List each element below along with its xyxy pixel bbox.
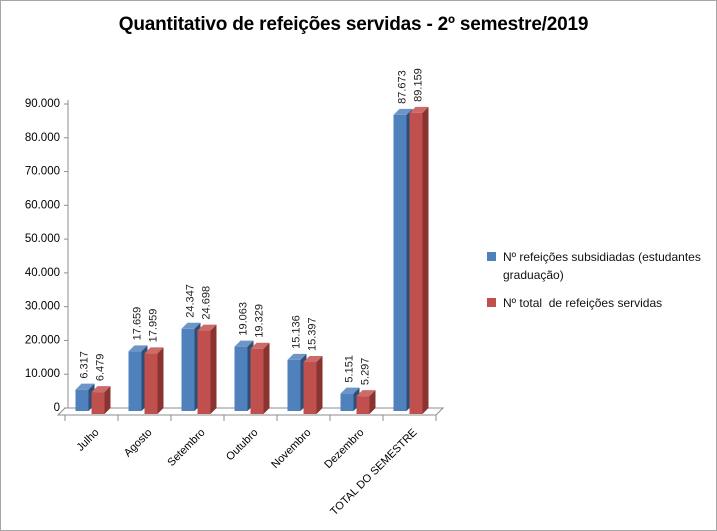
legend-label: Nº refeições subsidiadas (estudantes gra…	[503, 250, 705, 282]
y-tick-label: 50.000	[25, 233, 60, 245]
bar-front-s1-2	[197, 330, 211, 414]
bar-side-s1-0	[104, 386, 111, 414]
bar-front-s1-0	[91, 392, 105, 414]
bar-data-label: 19.329	[254, 304, 266, 338]
bar-top-s1-1	[144, 347, 164, 354]
legend-swatch-red	[487, 298, 496, 307]
bar-side-s1-1	[157, 347, 164, 414]
bar-data-label: 15.136	[291, 315, 303, 349]
bar-top-s0-3	[234, 340, 254, 347]
y-tick-label: 10.000	[25, 368, 60, 380]
bar-top-s1-5	[356, 390, 376, 397]
x-category-label: TOTAL DO SEMESTRE	[328, 427, 419, 518]
bar-front-s1-3	[250, 348, 264, 414]
bar-front-s1-5	[356, 396, 370, 414]
y-tick-label: 20.000	[25, 334, 60, 346]
bar-top-s0-2	[181, 322, 201, 329]
legend: Nº refeições subsidiadas (estudantes gra…	[487, 248, 715, 322]
y-tick-label: 80.000	[25, 132, 60, 144]
bar-top-s1-6	[409, 106, 429, 113]
bar-top-s1-3	[250, 342, 270, 349]
x-category-label: Julho	[75, 427, 102, 454]
y-tick-label: 0	[54, 402, 60, 414]
bar-front-s0-0	[75, 389, 89, 411]
bar-side-s1-3	[263, 342, 270, 414]
bar-front-s0-3	[234, 346, 248, 411]
bar-data-label: 17.659	[132, 307, 144, 341]
bar-data-label: 6.479	[95, 354, 107, 382]
bar-front-s0-4	[287, 359, 301, 411]
floor-3d	[56, 407, 445, 416]
bar-side-s1-6	[422, 106, 429, 415]
bar-top-s0-6	[393, 108, 413, 115]
y-tick-label: 70.000	[25, 166, 60, 178]
bar-front-s0-2	[181, 328, 195, 411]
legend-label: Nº total de refeições servidas	[503, 296, 663, 310]
bar-front-s0-1	[128, 351, 142, 411]
bar-data-label: 5.297	[360, 358, 372, 386]
y-tick-label: 40.000	[25, 267, 60, 279]
legend-swatch-blue	[487, 252, 496, 261]
bar-data-label: 15.397	[307, 317, 319, 351]
legend-item-subsidiadas: Nº refeições subsidiadas (estudantes gra…	[487, 248, 715, 284]
bar-front-s0-6	[393, 114, 407, 411]
y-tick-label: 30.000	[25, 301, 60, 313]
bar-side-s1-4	[316, 355, 323, 414]
x-category-label: Setembro	[165, 427, 207, 469]
bar-top-s1-0	[91, 386, 111, 393]
x-category-label: Agosto	[122, 427, 155, 460]
bar-top-s0-5	[340, 387, 360, 394]
y-tick-label: 90.000	[25, 98, 60, 110]
bar-data-label: 17.959	[148, 309, 160, 343]
bar-front-s1-6	[409, 112, 423, 415]
bar-top-s1-4	[303, 355, 323, 362]
bar-data-label: 89.159	[413, 68, 425, 102]
bar-side-s1-5	[369, 390, 376, 414]
chart-title: Quantitativo de refeições servidas - 2º …	[118, 14, 589, 35]
bar-top-s0-4	[287, 353, 307, 360]
x-category-label: Outubro	[224, 427, 261, 464]
bar-data-label: 6.317	[79, 351, 91, 379]
bar-data-label: 87.673	[397, 70, 409, 104]
bar-data-label: 24.347	[185, 284, 197, 318]
bar-top-s0-1	[128, 345, 148, 352]
x-category-label: Dezembro	[322, 427, 366, 471]
bar-side-s1-2	[210, 324, 217, 414]
y-tick-label: 60.000	[25, 199, 60, 211]
x-category-label: Novembro	[269, 427, 313, 471]
bar-top-s0-0	[75, 383, 95, 390]
bar-data-label: 19.063	[238, 302, 250, 336]
bar-front-s1-4	[303, 361, 317, 414]
bar-top-s1-2	[197, 324, 217, 331]
bar-data-label: 5.151	[344, 355, 356, 383]
legend-item-total: Nº total de refeições servidas	[487, 294, 715, 312]
bar-front-s0-5	[340, 393, 354, 411]
bar-front-s1-1	[144, 353, 158, 414]
bar-data-label: 24.698	[201, 286, 213, 320]
